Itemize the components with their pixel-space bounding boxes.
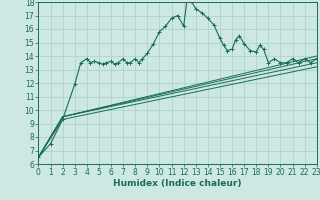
X-axis label: Humidex (Indice chaleur): Humidex (Indice chaleur)	[113, 179, 242, 188]
